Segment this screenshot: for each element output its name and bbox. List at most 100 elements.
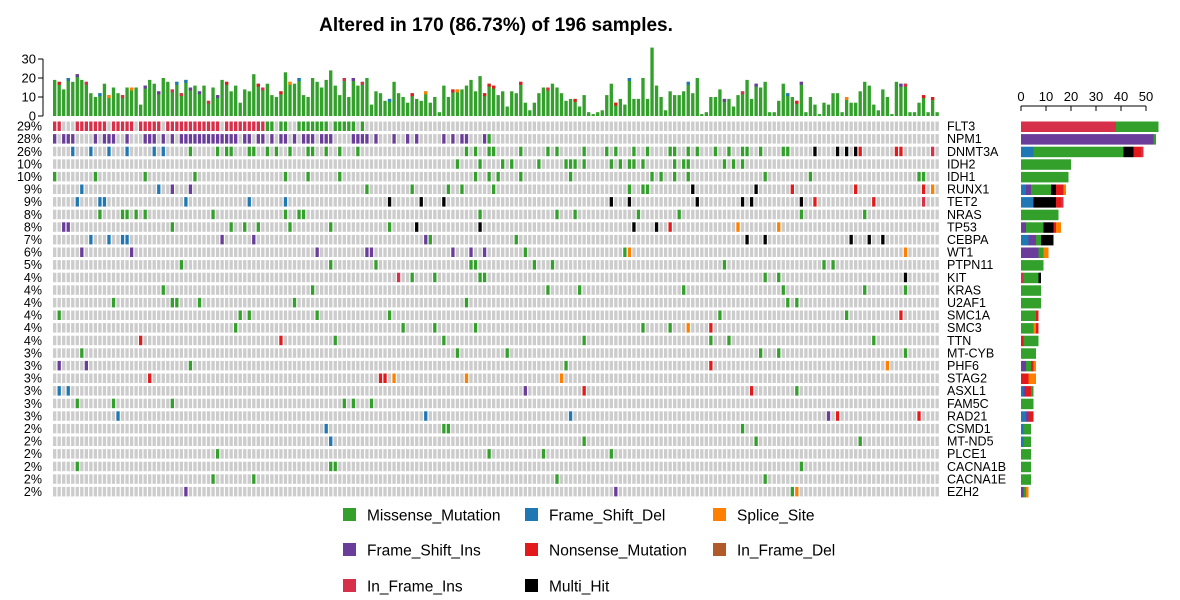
tmb-bar [704, 112, 708, 116]
matrix-cell [184, 335, 188, 346]
matrix-cell [822, 234, 826, 245]
matrix-cell [854, 360, 858, 371]
matrix-cell [700, 323, 704, 333]
matrix-cell [482, 323, 487, 333]
matrix-cell [451, 310, 455, 320]
matrix-cell [926, 360, 930, 371]
matrix-cell [772, 272, 776, 283]
matrix-cell [528, 323, 532, 333]
matrix-cell [614, 348, 618, 358]
matrix-cell [654, 171, 659, 182]
matrix-cell [193, 234, 197, 245]
matrix-cell [405, 411, 410, 421]
matrix-cell [175, 423, 179, 434]
matrix-cell [320, 323, 324, 333]
matrix-cell [238, 159, 242, 169]
matrix-cell [650, 386, 654, 396]
matrix-cell [247, 121, 251, 131]
matrix-cell [727, 297, 731, 308]
matrix-cell [338, 386, 342, 396]
matrix-cell [211, 398, 215, 409]
matrix-cell [243, 398, 247, 409]
tmb-bar [890, 114, 894, 116]
matrix-cell [844, 386, 849, 396]
matrix-cell [672, 310, 677, 320]
matrix-cell [686, 171, 690, 182]
matrix-cell [577, 234, 582, 245]
matrix-cell [501, 121, 505, 131]
matrix-cell [700, 197, 704, 207]
matrix-cell [691, 348, 695, 358]
matrix-cell [410, 348, 414, 358]
matrix-cell [464, 323, 469, 333]
matrix-cell [469, 272, 473, 283]
matrix-cell [98, 260, 102, 270]
matrix-cell [351, 234, 356, 245]
matrix-cell [668, 209, 672, 220]
matrix-cell [559, 297, 564, 308]
matrix-cell [546, 234, 550, 245]
matrix-cell [433, 184, 437, 194]
matrix-cell [577, 184, 582, 194]
matrix-cell [872, 360, 876, 371]
matrix-cell [736, 222, 740, 232]
matrix-cell [623, 234, 627, 245]
matrix-cell [546, 222, 550, 232]
matrix-cell [351, 121, 356, 131]
matrix-cell [523, 134, 527, 144]
matrix-cell [161, 134, 165, 144]
matrix-cell [564, 260, 568, 270]
matrix-cell [148, 209, 152, 220]
matrix-cell [813, 335, 817, 346]
matrix-cell [840, 272, 844, 283]
matrix-cell [120, 171, 125, 182]
matrix-cell [528, 348, 532, 358]
matrix-cell [840, 398, 844, 409]
matrix-cell [134, 209, 138, 220]
matrix-cell [116, 234, 120, 245]
matrix-cell [410, 159, 414, 169]
matrix-cell [695, 297, 699, 308]
matrix-cell [324, 373, 328, 383]
matrix-cell [890, 398, 894, 409]
matrix-cell [826, 222, 831, 232]
matrix-cell [107, 209, 111, 220]
matrix-cell [496, 360, 500, 371]
matrix-cell [98, 373, 102, 383]
matrix-cell [274, 348, 279, 358]
matrix-cell [360, 171, 365, 182]
matrix-cell [102, 171, 107, 182]
matrix-cell [347, 209, 351, 220]
matrix-cell [641, 323, 645, 333]
matrix-cell [541, 411, 546, 421]
matrix-cell [854, 209, 858, 220]
matrix-cell [835, 323, 840, 333]
matrix-cell [691, 310, 695, 320]
matrix-cell [179, 272, 184, 283]
matrix-cell [636, 360, 641, 371]
matrix-cell [849, 184, 853, 194]
matrix-cell [718, 247, 722, 257]
matrix-cell [745, 285, 749, 295]
matrix-cell [691, 197, 695, 207]
matrix-cell [324, 134, 328, 144]
matrix-cell [568, 159, 573, 169]
matrix-cell [270, 297, 274, 308]
matrix-cell [125, 348, 129, 358]
matrix-cell [433, 335, 437, 346]
matrix-cell [446, 260, 451, 270]
matrix-cell [329, 373, 333, 383]
matrix-cell [324, 159, 328, 169]
matrix-cell [179, 297, 184, 308]
matrix-cell [351, 411, 356, 421]
matrix-cell [238, 260, 242, 270]
matrix-cell [541, 260, 546, 270]
matrix-cell [537, 184, 541, 194]
matrix-cell [460, 272, 464, 283]
matrix-cell [433, 134, 437, 144]
matrix-cell [333, 360, 337, 371]
matrix-cell [279, 247, 283, 257]
matrix-cell [790, 272, 794, 283]
matrix-cell [817, 134, 822, 144]
matrix-cell [577, 285, 582, 295]
